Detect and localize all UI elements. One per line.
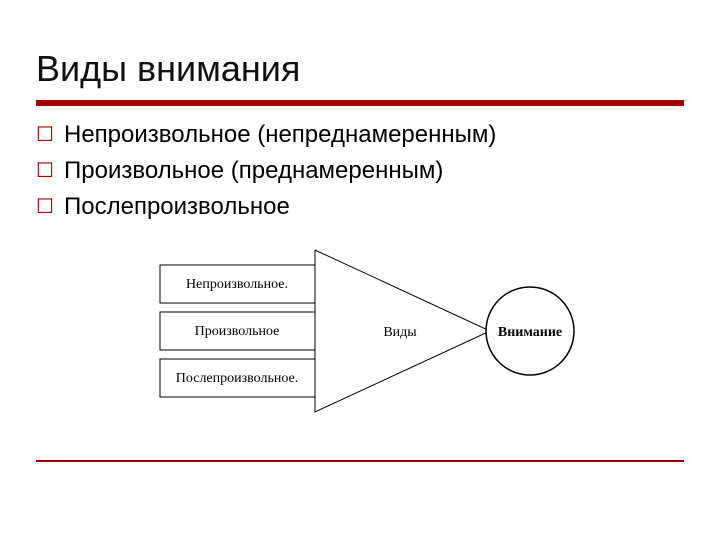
title-underline (36, 100, 684, 106)
attention-diagram: Непроизвольное. Произвольное Послепроизв… (160, 250, 640, 450)
list-item: ☐ Послепроизвольное (36, 192, 496, 222)
diagram-box: Послепроизвольное. (160, 359, 315, 397)
diagram-triangle-label: Виды (383, 325, 417, 340)
page-title: Виды внимания (36, 48, 300, 90)
diagram-box-label: Послепроизвольное. (176, 371, 298, 386)
footer-rule (36, 460, 684, 462)
diagram-box: Непроизвольное. (160, 265, 315, 303)
diagram-box-label: Произвольное (195, 324, 280, 339)
diagram-box-label: Непроизвольное. (186, 277, 288, 292)
bullet-marker-icon: ☐ (36, 192, 64, 220)
list-item-label: Послепроизвольное (64, 192, 290, 222)
bullet-marker-icon: ☐ (36, 156, 64, 184)
diagram-box: Произвольное (160, 312, 315, 350)
diagram-svg: Непроизвольное. Произвольное Послепроизв… (160, 250, 640, 450)
diagram-circle-label: Внимание (498, 325, 562, 340)
list-item: ☐ Непроизвольное (непреднамеренным) (36, 120, 496, 150)
list-item: ☐ Произвольное (преднамеренным) (36, 156, 496, 186)
list-item-label: Непроизвольное (непреднамеренным) (64, 120, 496, 150)
bullet-list: ☐ Непроизвольное (непреднамеренным) ☐ Пр… (36, 120, 496, 228)
bullet-marker-icon: ☐ (36, 120, 64, 148)
slide: Виды внимания ☐ Непроизвольное (непредна… (0, 0, 720, 540)
list-item-label: Произвольное (преднамеренным) (64, 156, 443, 186)
